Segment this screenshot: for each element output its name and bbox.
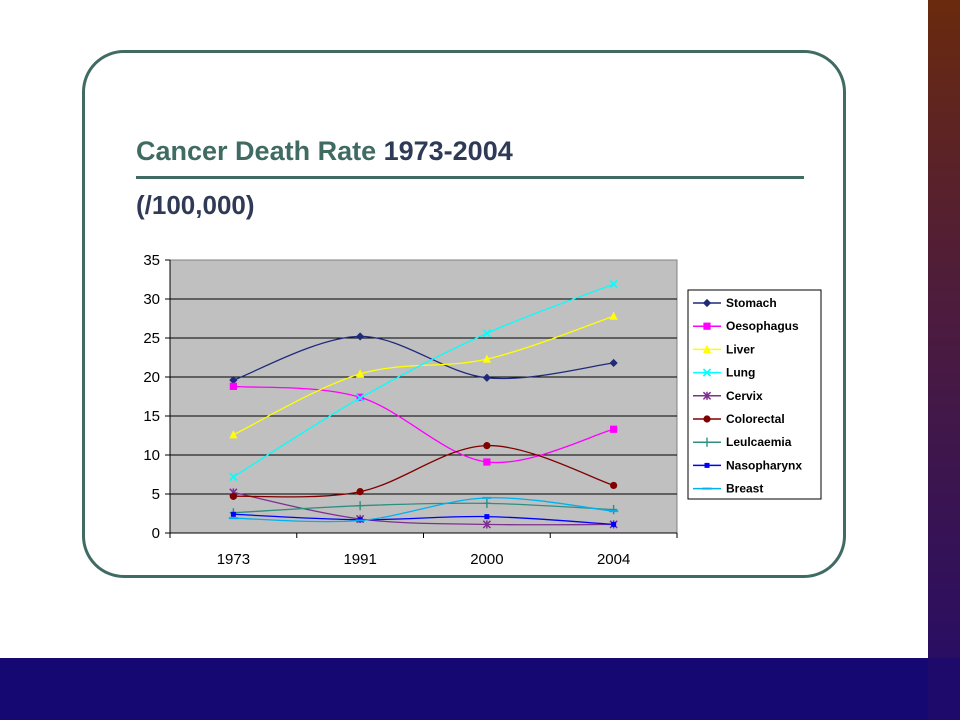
chart-title-years: 1973-2004 [383, 136, 513, 166]
legend-marker-oesophagus [703, 322, 711, 330]
y-tick-label: 15 [143, 408, 160, 425]
data-point-lung-1973 [229, 472, 238, 482]
legend-item-nasopharynx: Nasopharynx [693, 458, 802, 472]
series-lung [229, 280, 618, 482]
x-tick-label: 1991 [343, 551, 376, 568]
data-point-lung-2000 [482, 329, 492, 338]
y-tick-label: 10 [143, 447, 160, 464]
series-line-lung [233, 283, 614, 478]
data-point-liver-1991 [356, 369, 365, 378]
data-point-liver-2000 [482, 354, 491, 363]
data-point-cervix-2000 [482, 520, 492, 529]
legend-marker-nasopharynx [704, 462, 710, 468]
legend-label-nasopharynx: Nasopharynx [726, 458, 802, 472]
plot-background [169, 259, 678, 534]
data-point-stomach-1991 [356, 332, 365, 341]
data-point-leulcaemia-2000 [483, 498, 491, 508]
series-leulcaemia [229, 498, 618, 518]
series-line-oesophagus [233, 385, 614, 464]
legend-label-breast: Breast [726, 482, 763, 496]
legend-label-oesophagus: Oesophagus [726, 319, 799, 333]
series-line-cervix [233, 491, 614, 526]
series-line-liver [233, 315, 614, 436]
bottom-decor-band [0, 658, 960, 720]
series-line-leulcaemia [233, 502, 614, 514]
chart-unit: (/100,000) [136, 190, 255, 220]
data-point-leulcaemia-1991 [356, 501, 364, 511]
legend-item-stomach: Stomach [693, 296, 777, 310]
series-lines [228, 280, 619, 529]
series-line-stomach [233, 335, 614, 381]
legend: Stomach Oesophagus Liver Lung Cervix Colorect… [687, 289, 822, 500]
data-point-nasopharynx-2004 [611, 521, 617, 527]
legend-marker-liver [702, 344, 712, 353]
series-breast [228, 496, 619, 523]
legend-item-cervix: Cervix [693, 389, 763, 403]
data-point-oesophagus-2004 [610, 425, 618, 433]
data-point-lung-1991 [355, 393, 365, 403]
chart-title-main: Cancer Death Rate [136, 136, 377, 166]
legend-marker-colorectal [703, 415, 711, 423]
data-point-colorectal-2000 [483, 442, 491, 450]
data-point-colorectal-1973 [229, 492, 237, 500]
legend-item-lung: Lung [693, 366, 755, 380]
series-line-colorectal [233, 444, 614, 498]
y-tick-label: 30 [143, 291, 160, 308]
legend-label-stomach: Stomach [726, 296, 777, 310]
data-point-stomach-2004 [609, 358, 618, 368]
axes: 0 5 10 15 20 25 30 35 1973 1991 2000 2004 [143, 252, 678, 568]
data-point-oesophagus-2000 [483, 458, 491, 466]
plot-area [169, 259, 678, 534]
y-tick-label: 0 [152, 525, 160, 542]
y-tick-label: 20 [143, 369, 160, 386]
y-tick-label: 5 [152, 486, 160, 503]
title-underline [136, 176, 804, 179]
series-colorectal [229, 442, 618, 500]
legend-item-oesophagus: Oesophagus [693, 319, 799, 333]
x-tick-label: 2000 [470, 551, 503, 568]
data-point-colorectal-1991 [356, 488, 364, 496]
legend-marker-leulcaemia [703, 437, 711, 447]
series-stomach [229, 332, 618, 385]
legend-marker-stomach [702, 298, 712, 308]
legend-label-cervix: Cervix [726, 389, 763, 403]
corner-decor [928, 658, 960, 720]
y-tick-label: 25 [143, 330, 160, 347]
legend-label-lung: Lung [726, 366, 755, 380]
chart-title: Cancer Death Rate 1973-2004 [136, 136, 513, 167]
data-point-oesophagus-1973 [229, 382, 237, 390]
legend-item-colorectal: Colorectal [693, 412, 785, 426]
legend-item-breast: Breast [693, 482, 763, 496]
data-point-leulcaemia-2004 [610, 505, 618, 515]
legend-marker-lung [702, 368, 712, 377]
data-point-stomach-2000 [482, 373, 491, 382]
data-point-nasopharynx-1973 [230, 511, 236, 517]
legend-label-colorectal: Colorectal [726, 412, 785, 426]
series-line-nasopharynx [233, 513, 614, 526]
data-point-stomach-1973 [229, 376, 238, 385]
y-tick-label: 35 [143, 252, 160, 269]
x-tick-label: 2004 [597, 551, 630, 568]
data-point-colorectal-2004 [610, 481, 618, 490]
data-point-liver-1973 [229, 430, 238, 439]
legend-item-leulcaemia: Leulcaemia [693, 435, 792, 449]
right-decor-strip [928, 0, 960, 658]
data-point-nasopharynx-2000 [484, 514, 490, 520]
data-point-liver-2004 [609, 311, 618, 320]
legend-label-leulcaemia: Leulcaemia [726, 435, 792, 449]
series-liver [229, 311, 618, 439]
legend-marker-cervix [702, 391, 712, 400]
legend-item-liver: Liver [693, 342, 755, 356]
series-line-breast [233, 497, 614, 523]
x-tick-label: 1973 [217, 551, 250, 568]
data-point-lung-2004 [609, 280, 618, 289]
legend-label-liver: Liver [726, 342, 755, 356]
